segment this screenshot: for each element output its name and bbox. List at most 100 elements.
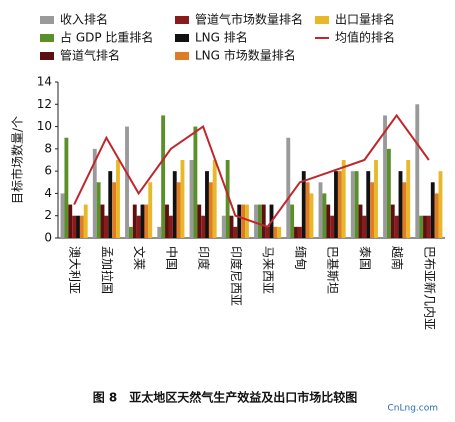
bar [161,115,166,238]
bar [402,182,407,238]
x-tick-label: 马来西亚 [261,246,275,294]
x-tick-label: 印度尼西亚 [229,246,244,306]
bar [254,204,258,238]
bar [116,160,120,238]
bar [245,204,249,238]
bar [406,160,411,238]
legend-swatch [175,52,189,60]
bar [318,182,323,238]
bar [383,115,387,238]
legend-label: LNG 市场数量排名 [195,48,296,63]
bar [100,204,105,238]
legend-label: 管道气市场数量排名 [195,12,303,27]
y-tick-label: 8 [44,141,52,155]
legend-swatch [40,52,54,60]
legend-label: 均值的排名 [335,30,395,45]
bar [265,226,270,238]
bar [337,171,342,238]
bar [180,160,185,238]
bar [60,193,65,238]
bar [415,104,420,239]
bar [221,215,226,238]
bar [140,204,145,238]
caption: 图 8 亚太地区天然气生产效益及出口市场比较图 [93,390,358,405]
bar [398,171,403,238]
bar [72,215,77,238]
bar [168,215,173,238]
bar [294,226,298,238]
bar [261,204,266,238]
bar [426,215,431,238]
bar [326,204,331,238]
bar [201,215,206,238]
bar [68,204,73,238]
bar [430,182,435,238]
bar [297,226,302,238]
bar [128,226,133,238]
bar [277,226,282,238]
bar [366,171,371,238]
legend-label: 出口量排名 [335,12,395,27]
bar [205,171,209,238]
bar [390,204,395,238]
y-tick-label: 10 [37,119,52,133]
legend-label: 管道气排名 [60,48,120,63]
legend-label: 占 GDP 比重排名 [60,30,153,45]
bar [330,215,335,238]
bar [370,182,375,238]
legend-swatch [40,34,54,42]
bar [309,193,314,238]
x-tick-label: 巴基斯坦 [326,246,340,294]
bar [104,215,109,238]
bar [394,215,399,238]
bar [290,204,295,238]
bar [419,215,424,238]
y-tick-label: 12 [37,97,52,111]
bar [108,171,113,238]
bar [434,193,439,238]
bar [286,137,291,238]
bar [83,204,88,238]
bar [79,215,84,238]
bar [257,204,262,238]
bar [341,160,346,238]
x-tick-label: 缅甸 [293,246,307,270]
legend-swatch [175,34,189,42]
bar [112,182,117,238]
x-tick-label: 泰国 [358,246,372,270]
bar [172,171,177,238]
y-tick-label: 4 [44,186,52,200]
line [73,113,430,229]
bar [176,182,181,238]
bar [229,215,234,238]
bar [386,148,391,238]
bar [136,215,141,238]
bar [148,182,153,238]
bar [362,215,367,238]
y-axis-label: 目标市场数量/个 [10,116,25,204]
y-tick-label: 14 [37,75,52,89]
bar [374,160,378,238]
y-tick-label: 2 [44,208,52,222]
bar [92,148,97,238]
bar [157,226,162,238]
watermark: CnLng.com [387,404,438,414]
bar [96,182,101,238]
bar [241,204,246,238]
bar [197,204,202,238]
x-tick-label: 孟加拉国 [100,246,115,294]
bar [64,137,69,238]
bar [322,193,327,238]
legend-swatch [40,16,54,24]
legend-label: 收入排名 [60,12,108,27]
bar [165,204,169,238]
x-tick-label: 澳大利亚 [68,246,82,294]
legend-label: LNG 排名 [195,30,248,45]
bar [334,171,338,238]
x-tick-label: 文莱 [132,246,147,270]
bar [354,171,359,238]
bar [189,160,194,238]
y-tick-label: 0 [44,231,52,245]
bar [305,182,310,238]
legend-swatch [315,16,329,24]
